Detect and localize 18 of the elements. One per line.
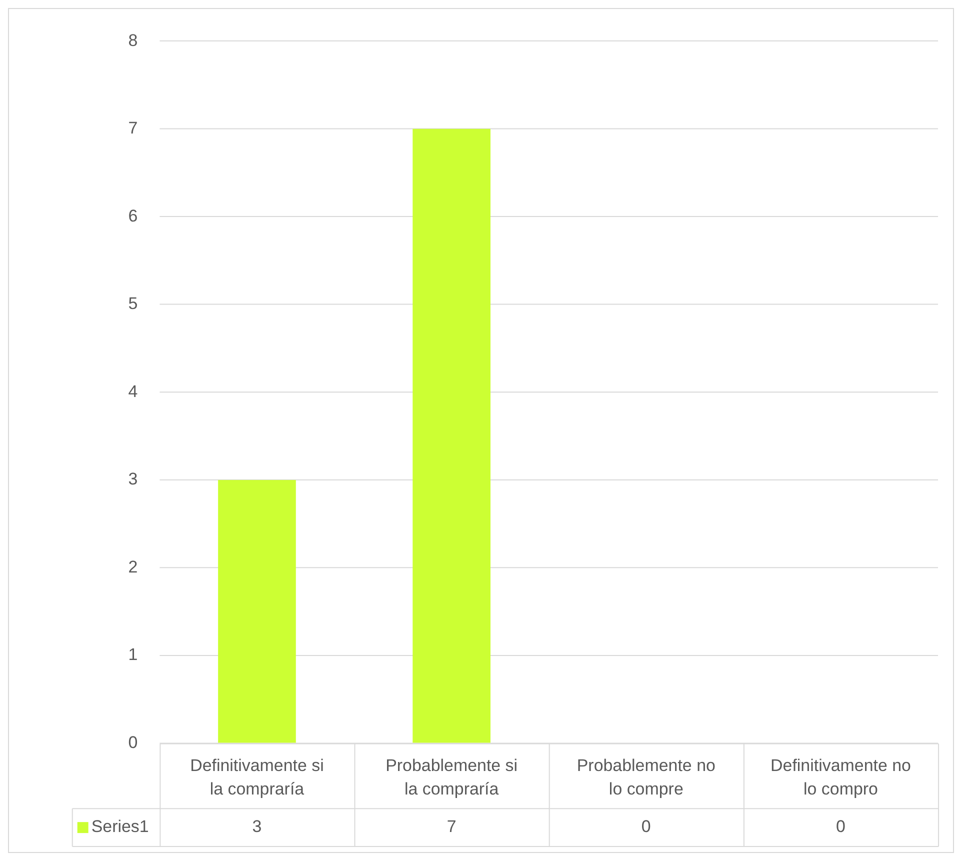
y-tick-label: 2 (128, 557, 138, 576)
legend-label: Series1 (91, 817, 149, 836)
data-label: 0 (641, 817, 651, 836)
x-tick-label: Probablemente si la compraría (386, 756, 518, 799)
y-tick-label: 1 (128, 645, 138, 664)
x-tick-label: Definitivamente si la compraría (190, 756, 324, 799)
y-tick-label: 3 (128, 470, 138, 489)
x-tick-label: Probablemente no lo compre (576, 756, 716, 799)
y-tick-label: 6 (128, 206, 138, 226)
data-label: 0 (836, 817, 846, 836)
y-tick-label: 5 (128, 294, 138, 314)
y-tick-label: 8 (128, 30, 138, 50)
data-label: 3 (252, 817, 262, 836)
y-tick-label: 4 (128, 382, 138, 401)
x-tick-label: Definitivamente no lo compro (770, 756, 911, 799)
y-tick-label: 7 (128, 118, 138, 138)
y-tick-label: 0 (128, 732, 138, 752)
data-label: 7 (446, 817, 456, 836)
